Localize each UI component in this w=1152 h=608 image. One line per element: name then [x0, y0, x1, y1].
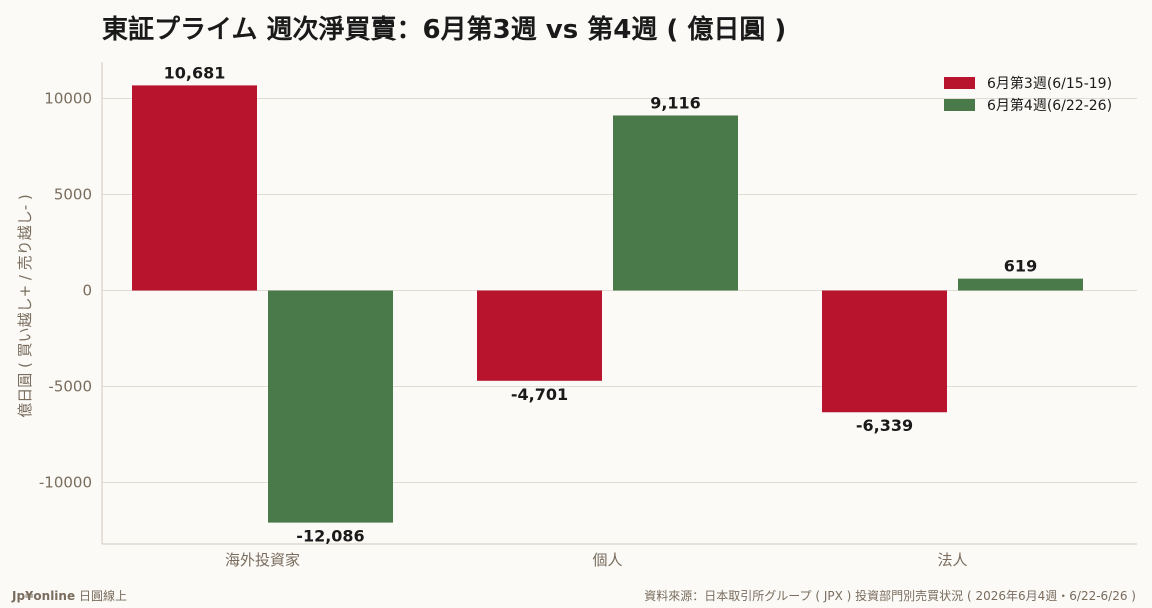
axes: -10000 -5000 0 5000 10000 海外投資家 個人 法人	[39, 62, 1137, 569]
data-label: 10,681	[164, 63, 226, 82]
y-tick-label: -5000	[48, 378, 92, 396]
bar	[132, 85, 257, 291]
legend-swatch	[944, 99, 975, 111]
bar	[477, 290, 602, 381]
brand-name: Jp¥online	[12, 589, 76, 603]
legend: 6月第3週(6/15-19) 6月第4週(6/22-26)	[944, 75, 1112, 114]
data-labels: 10,681 -12,086 -4,701 9,116 -6,339 619	[164, 63, 1038, 545]
footer-brand: Jp¥online 日圓線上	[12, 587, 127, 604]
source-note: 資料來源：日本取引所グループ ( JPX ) 投資部門別売買状況 ( 2026年…	[644, 589, 1136, 603]
y-tick-label: 5000	[54, 186, 92, 204]
data-label: 619	[1004, 257, 1037, 276]
bar	[958, 278, 1083, 291]
data-label: 9,116	[650, 93, 701, 112]
legend-label: 6月第4週(6/22-26)	[987, 97, 1112, 114]
chart-title: 東証プライム 週次淨買賣：6月第3週 vs 第4週 ( 億日圓 )	[102, 14, 786, 45]
data-label: -4,701	[511, 385, 568, 404]
legend-label: 6月第3週(6/15-19)	[987, 75, 1112, 92]
y-tick-label: 10000	[44, 89, 92, 107]
brand-tagline: 日圓線上	[78, 589, 127, 603]
x-tick-label: 法人	[937, 551, 967, 569]
y-tick-label: 0	[82, 282, 92, 300]
bar	[268, 290, 393, 523]
x-tick-label: 海外投資家	[225, 551, 300, 569]
y-tick-label: -10000	[39, 474, 92, 492]
bar	[613, 115, 738, 291]
bars	[132, 85, 1083, 523]
y-axis-label: 億日圓 ( 買い越し+ / 売り越し- )	[16, 194, 34, 418]
data-label: -6,339	[856, 416, 913, 435]
data-label: -12,086	[296, 527, 364, 546]
bar	[822, 290, 947, 413]
legend-swatch	[944, 77, 975, 89]
x-tick-label: 個人	[592, 551, 622, 569]
